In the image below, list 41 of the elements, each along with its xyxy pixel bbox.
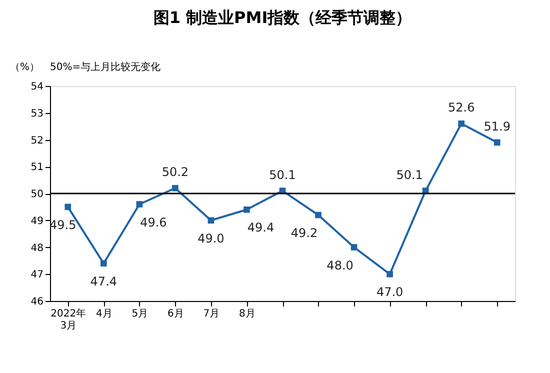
point: [172, 184, 178, 192]
x-tick-label: 6月: [168, 308, 184, 320]
data-label: 50.1: [396, 168, 423, 182]
point: [386, 270, 393, 278]
x-tick-label: 4月: [96, 308, 112, 320]
x-tick-label: 7月: [203, 308, 220, 320]
data-label: 49.0: [198, 231, 224, 246]
point: [350, 244, 358, 250]
y-tick-label: 47: [30, 270, 44, 281]
data-label: 47.0: [376, 285, 404, 300]
y-axis-title: （%）: [10, 62, 40, 73]
point: [136, 201, 143, 208]
point: [494, 139, 500, 146]
data-label: 50.2: [162, 165, 189, 180]
point: [64, 204, 72, 210]
data-label: 52.6: [448, 100, 475, 115]
x-tick-label: 2022年 3月: [50, 308, 86, 332]
chart-title: 图1 制造业PMI指数（经季节调整）: [153, 8, 412, 27]
y-tick-label: 49: [30, 216, 44, 227]
data-label: 49.6: [140, 215, 167, 230]
y-tick-label: 51: [30, 162, 44, 174]
point: [244, 206, 250, 213]
y-tick-label: 46: [30, 296, 44, 308]
text: 50%=与上月比较无变化: [50, 61, 161, 73]
x-tick-label: 8月: [239, 308, 256, 320]
point: [315, 212, 322, 218]
point: [100, 260, 107, 267]
y-tick-label: 54: [30, 82, 44, 92]
data-label: 50.1: [269, 168, 296, 182]
data-label: 47.4: [90, 274, 118, 288]
point: [208, 217, 214, 224]
y-tick-label: 52: [30, 135, 44, 146]
y-tick-label: 53: [30, 108, 44, 120]
x-tick-label: 5月: [132, 308, 148, 320]
data-label: 51.9: [484, 119, 510, 134]
y-tick-label: 48: [30, 242, 44, 254]
data-label: 49.4: [247, 220, 274, 235]
y-tick-label: 50: [30, 189, 44, 200]
data-label: 49.2: [290, 226, 318, 240]
point: [458, 120, 465, 127]
data-label: 48.0: [326, 258, 354, 272]
